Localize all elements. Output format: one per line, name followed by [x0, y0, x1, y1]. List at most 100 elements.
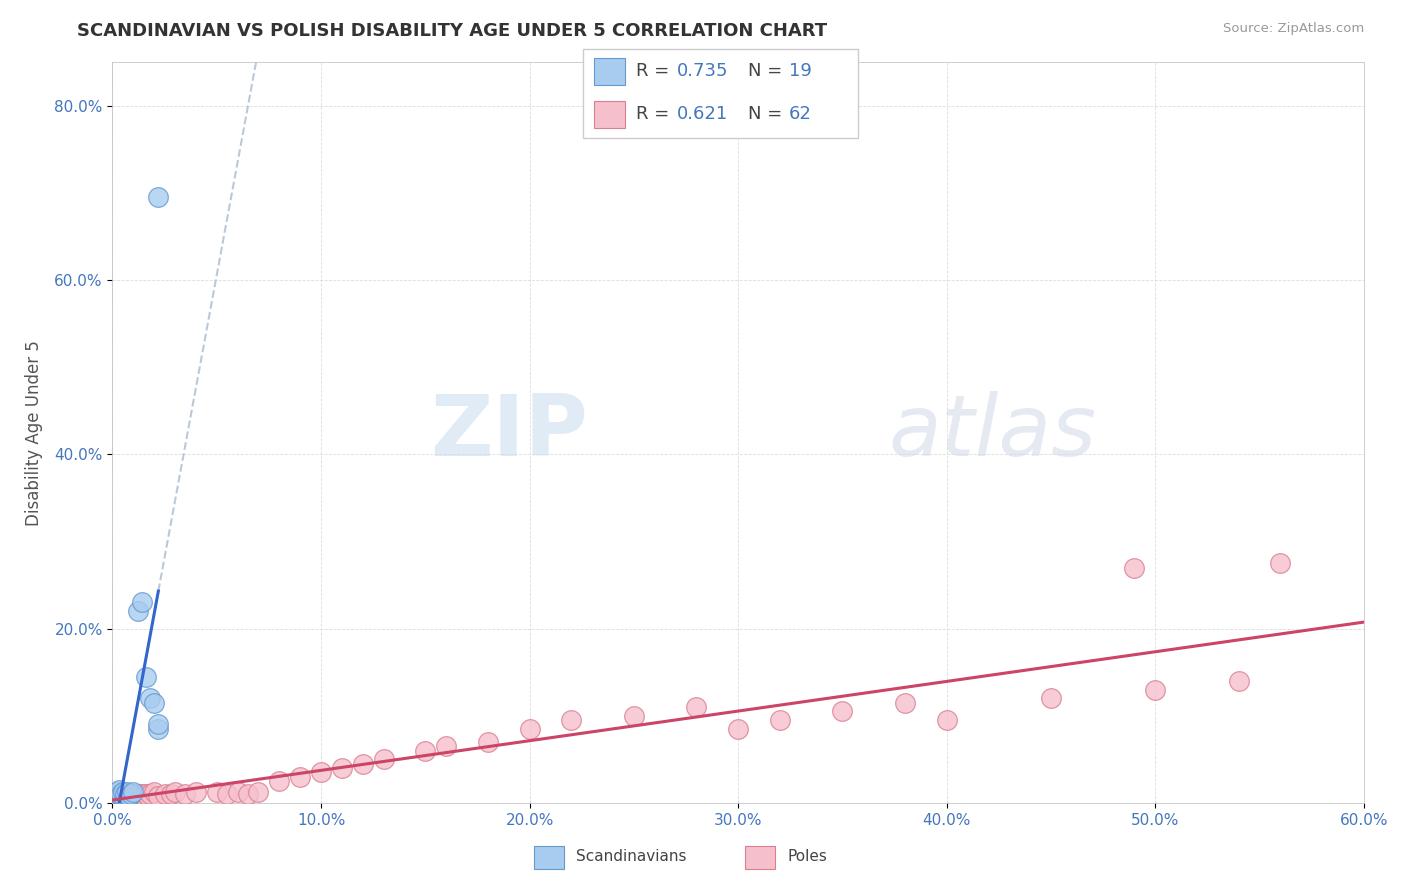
- Text: N =: N =: [748, 105, 787, 123]
- Point: [105, 787, 128, 801]
- Point: [128, 787, 150, 801]
- Point: [103, 789, 125, 803]
- Point: [131, 595, 153, 609]
- Point: [143, 785, 166, 799]
- Point: [217, 787, 239, 801]
- Text: R =: R =: [636, 62, 675, 80]
- Point: [330, 761, 353, 775]
- Point: [118, 789, 141, 803]
- Point: [127, 604, 149, 618]
- Point: [114, 787, 136, 801]
- Point: [110, 787, 132, 801]
- Text: 0.621: 0.621: [676, 105, 728, 123]
- Point: [236, 787, 259, 801]
- Point: [1270, 556, 1292, 570]
- Point: [413, 743, 436, 757]
- Point: [477, 735, 499, 749]
- Point: [120, 787, 142, 801]
- FancyBboxPatch shape: [534, 846, 564, 869]
- Point: [124, 789, 146, 803]
- FancyBboxPatch shape: [583, 49, 858, 138]
- Point: [118, 789, 141, 803]
- Point: [122, 789, 145, 803]
- Point: [247, 785, 270, 799]
- Point: [103, 789, 125, 803]
- Point: [114, 789, 136, 803]
- Text: 0.735: 0.735: [676, 62, 728, 80]
- Point: [105, 787, 128, 801]
- Point: [290, 770, 312, 784]
- Point: [139, 787, 162, 801]
- FancyBboxPatch shape: [595, 101, 624, 128]
- Point: [139, 691, 162, 706]
- Point: [143, 696, 166, 710]
- FancyBboxPatch shape: [595, 58, 624, 85]
- Point: [110, 787, 132, 801]
- Point: [1123, 560, 1146, 574]
- Point: [118, 787, 141, 801]
- Point: [163, 785, 186, 799]
- Point: [560, 713, 582, 727]
- Point: [127, 787, 149, 801]
- Point: [205, 785, 228, 799]
- Point: [1227, 673, 1250, 688]
- Point: [153, 787, 176, 801]
- Point: [136, 789, 159, 803]
- Point: [148, 722, 170, 736]
- Point: [132, 789, 155, 803]
- Point: [184, 785, 207, 799]
- Point: [373, 752, 395, 766]
- Text: atlas: atlas: [889, 391, 1097, 475]
- Point: [107, 787, 129, 801]
- Point: [131, 789, 153, 803]
- Text: Source: ZipAtlas.com: Source: ZipAtlas.com: [1223, 22, 1364, 36]
- Point: [623, 708, 645, 723]
- Point: [122, 785, 145, 799]
- Point: [894, 696, 917, 710]
- Point: [434, 739, 457, 754]
- Text: Scandinavians: Scandinavians: [576, 849, 688, 863]
- Point: [352, 756, 374, 771]
- Point: [111, 785, 134, 799]
- Point: [769, 713, 792, 727]
- Point: [128, 789, 150, 803]
- Point: [105, 785, 128, 799]
- Y-axis label: Disability Age Under 5: Disability Age Under 5: [25, 340, 44, 525]
- Point: [519, 722, 541, 736]
- Point: [226, 785, 249, 799]
- Point: [269, 774, 291, 789]
- Point: [309, 765, 332, 780]
- Point: [174, 787, 197, 801]
- Text: R =: R =: [636, 105, 675, 123]
- Point: [107, 789, 129, 803]
- Point: [1144, 682, 1167, 697]
- Point: [111, 789, 134, 803]
- Point: [107, 782, 129, 797]
- Point: [935, 713, 957, 727]
- Text: N =: N =: [748, 62, 787, 80]
- Point: [148, 789, 170, 803]
- Point: [148, 717, 170, 731]
- Point: [135, 787, 157, 801]
- Point: [115, 785, 138, 799]
- Point: [160, 787, 183, 801]
- Text: ZIP: ZIP: [430, 391, 588, 475]
- Point: [120, 787, 142, 801]
- Point: [135, 669, 157, 683]
- Point: [727, 722, 749, 736]
- Point: [105, 789, 128, 803]
- Text: 19: 19: [789, 62, 813, 80]
- Point: [111, 787, 134, 801]
- Point: [110, 789, 132, 803]
- Text: SCANDINAVIAN VS POLISH DISABILITY AGE UNDER 5 CORRELATION CHART: SCANDINAVIAN VS POLISH DISABILITY AGE UN…: [77, 22, 828, 40]
- Point: [115, 787, 138, 801]
- Point: [107, 787, 129, 801]
- Point: [685, 700, 707, 714]
- Point: [132, 787, 155, 801]
- Text: Poles: Poles: [787, 849, 827, 863]
- Text: 62: 62: [789, 105, 813, 123]
- Point: [148, 190, 170, 204]
- Point: [831, 704, 853, 718]
- FancyBboxPatch shape: [745, 846, 775, 869]
- Point: [114, 787, 136, 801]
